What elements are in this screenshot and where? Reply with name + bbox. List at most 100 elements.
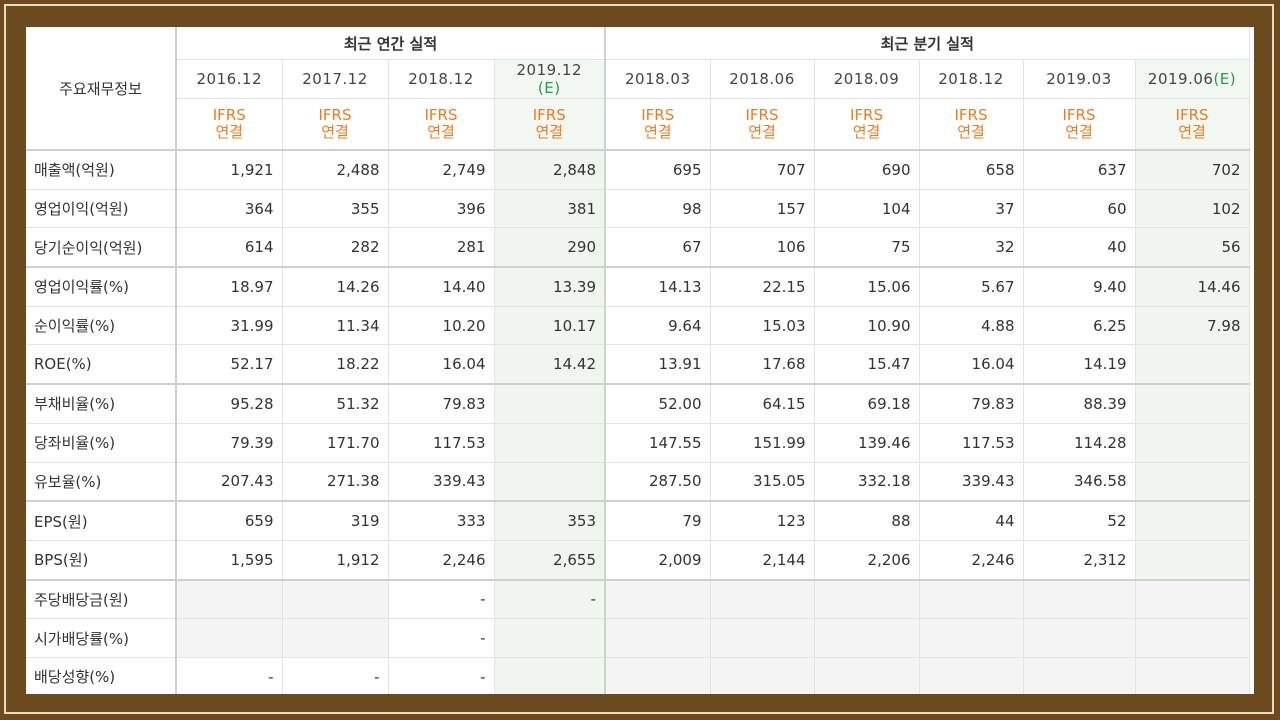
- table-cell: 2,655: [494, 540, 606, 581]
- table-cell: 44: [919, 501, 1024, 541]
- table-row: 순이익률(%) 31.99 11.34 10.20 10.17 9.64 15.03 10.9…: [26, 306, 1250, 346]
- table-cell: -: [388, 657, 495, 694]
- consolidated-text: 연결: [215, 123, 244, 141]
- table-row: 매출액(억원) 1,921 2,488 2,749 2,848 695 707 690 658 6…: [26, 150, 1250, 190]
- ifrs-basis-label: IFRS 연결: [388, 98, 495, 151]
- table-cell: [605, 618, 711, 658]
- consolidated-text: 연결: [535, 123, 564, 141]
- table-cell: 67: [605, 227, 711, 269]
- row-label: 당좌비율(%): [26, 423, 177, 463]
- table-cell: 282: [282, 227, 389, 269]
- table-cell: 88: [814, 501, 920, 541]
- table-cell: 9.64: [605, 306, 711, 346]
- ifrs-basis-label: IFRS 연결: [282, 98, 389, 151]
- table-cell: 364: [176, 189, 283, 229]
- table-cell: 7.98: [1135, 306, 1250, 346]
- table-row: ROE(%) 52.17 18.22 16.04 14.42 13.91 17.68 15.4…: [26, 344, 1250, 386]
- table-cell: 18.97: [176, 267, 283, 307]
- table-cell: 15.47: [814, 344, 920, 386]
- table-row: EPS(원) 659 319 333 353 79 123 88 44 52: [26, 501, 1250, 541]
- consolidated-text: 연결: [643, 123, 672, 141]
- table-cell: 315.05: [710, 462, 815, 503]
- table-cell: 10.20: [388, 306, 495, 346]
- consolidated-text: 연결: [1065, 123, 1093, 141]
- table-cell: [1135, 579, 1250, 620]
- ifrs-text: IFRS: [424, 106, 458, 124]
- table-cell: [176, 618, 283, 658]
- row-label: EPS(원): [26, 501, 177, 541]
- table-cell: 2,144: [710, 540, 815, 581]
- period-header: 2019.06(E): [1135, 59, 1250, 99]
- table-cell: 2,206: [814, 540, 920, 581]
- table-cell: [710, 657, 815, 694]
- table-cell: 2,312: [1023, 540, 1136, 581]
- table-cell: 151.99: [710, 423, 815, 463]
- period-label: 2018.03: [624, 70, 691, 88]
- table-cell: 98: [605, 189, 711, 229]
- table-cell: 346.58: [1023, 462, 1136, 503]
- table-cell: 117.53: [919, 423, 1024, 463]
- ifrs-basis-label: IFRS 연결: [814, 98, 920, 151]
- table-cell: 1,595: [176, 540, 283, 581]
- table-cell: 2,246: [919, 540, 1024, 581]
- table-cell: [710, 579, 815, 620]
- table-cell: 381: [494, 189, 606, 229]
- ifrs-text: IFRS: [641, 106, 675, 124]
- table-cell: [814, 618, 920, 658]
- table-cell: 123: [710, 501, 815, 541]
- row-label: 배당성향(%): [26, 657, 177, 694]
- consolidated-text: 연결: [1178, 123, 1206, 141]
- table-cell: 14.40: [388, 267, 495, 307]
- period-label: 2018.12: [938, 70, 1004, 88]
- consolidated-text: 연결: [321, 123, 349, 141]
- table-cell: 10.90: [814, 306, 920, 346]
- table-cell: [919, 579, 1024, 620]
- table-cell: 702: [1135, 150, 1250, 190]
- ifrs-basis-label: IFRS 연결: [605, 98, 711, 151]
- table-cell: 79: [605, 501, 711, 541]
- period-header: 2017.12: [282, 59, 389, 99]
- period-header: 2018.06: [710, 59, 815, 99]
- table-cell: 13.39: [494, 267, 606, 307]
- table-cell: 637: [1023, 150, 1136, 190]
- consolidated-text: 연결: [748, 123, 776, 141]
- consolidated-text: 연결: [957, 123, 985, 141]
- table-cell: 14.46: [1135, 267, 1250, 307]
- table-cell: [1023, 657, 1136, 694]
- table-cell: 2,749: [388, 150, 495, 190]
- ifrs-basis-label: IFRS 연결: [1023, 98, 1136, 151]
- table-cell: 355: [282, 189, 389, 229]
- table-cell: 339.43: [388, 462, 495, 503]
- ifrs-basis-label: IFRS 연결: [919, 98, 1024, 151]
- table-cell: 104: [814, 189, 920, 229]
- group-quarterly-header: 최근 분기 실적: [605, 27, 1250, 60]
- table-cell: 695: [605, 150, 711, 190]
- estimate-marker: (E): [537, 79, 561, 97]
- table-cell: [919, 657, 1024, 694]
- row-label: 시가배당률(%): [26, 618, 177, 658]
- table-cell: -: [282, 657, 389, 694]
- ifrs-basis-label: IFRS 연결: [1135, 98, 1250, 151]
- table-cell: [494, 384, 606, 424]
- financial-table-panel: 주요재무정보 최근 연간 실적 최근 분기 실적 2016.12 2017.12 2018…: [26, 27, 1254, 694]
- table-cell: 157: [710, 189, 815, 229]
- financial-summary-table: 주요재무정보 최근 연간 실적 최근 분기 실적 2016.12 2017.12 2018…: [26, 27, 1250, 694]
- table-cell: 2,488: [282, 150, 389, 190]
- table-cell: [494, 618, 606, 658]
- table-cell: 271.38: [282, 462, 389, 503]
- table-row: 영업이익(억원) 364 355 396 381 98 157 104 37 60 102: [26, 189, 1250, 229]
- table-cell: [282, 618, 389, 658]
- ifrs-basis-label: IFRS 연결: [710, 98, 815, 151]
- table-cell: [1135, 618, 1250, 658]
- row-label: 부채비율(%): [26, 384, 177, 424]
- table-cell: -: [388, 579, 495, 620]
- table-cell: 139.46: [814, 423, 920, 463]
- table-cell: [1135, 501, 1250, 541]
- table-cell: 16.04: [919, 344, 1024, 386]
- table-cell: 13.91: [605, 344, 711, 386]
- table-cell: 281: [388, 227, 495, 269]
- ifrs-text: IFRS: [318, 106, 352, 124]
- table-cell: 9.40: [1023, 267, 1136, 307]
- table-cell: 37: [919, 189, 1024, 229]
- row-label: ROE(%): [26, 344, 177, 386]
